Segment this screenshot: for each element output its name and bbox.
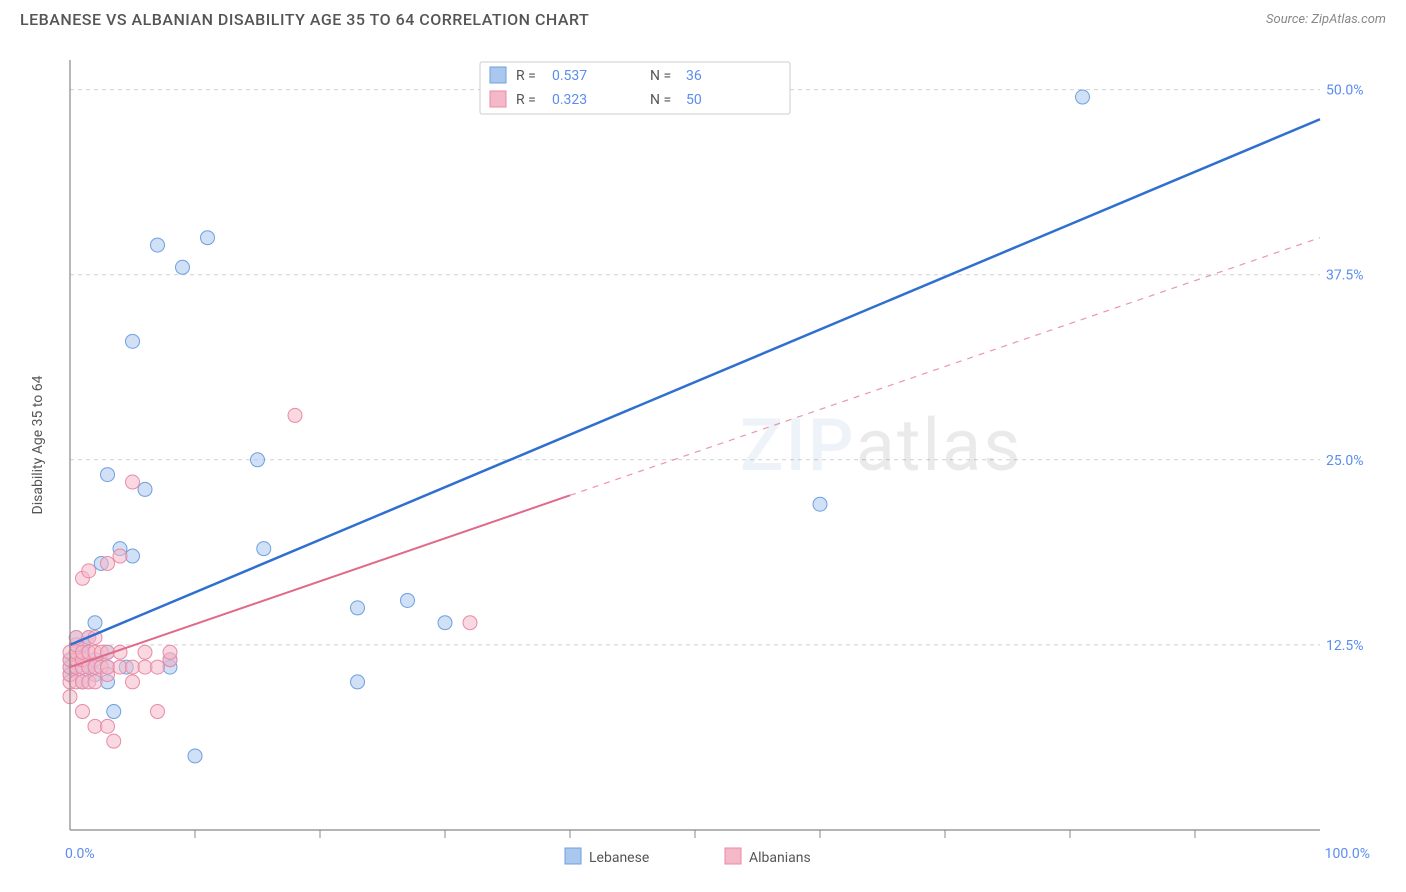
svg-text:0.537: 0.537 <box>552 68 587 84</box>
svg-text:Albanians: Albanians <box>749 850 811 866</box>
svg-text:100.0%: 100.0% <box>1325 846 1370 862</box>
chart-source: Source: ZipAtlas.com <box>1266 12 1386 27</box>
svg-text:0.323: 0.323 <box>552 92 587 108</box>
chart-title: LEBANESE VS ALBANIAN DISABILITY AGE 35 T… <box>20 10 589 29</box>
svg-text:Lebanese: Lebanese <box>589 850 649 866</box>
svg-text:0.0%: 0.0% <box>65 846 95 862</box>
svg-text:R =: R = <box>516 92 536 108</box>
svg-text:36: 36 <box>686 68 702 84</box>
svg-text:N =: N = <box>650 68 671 84</box>
svg-text:50: 50 <box>686 92 702 108</box>
svg-text:37.5%: 37.5% <box>1326 268 1364 284</box>
svg-text:ZIPatlas: ZIPatlas <box>740 403 1022 488</box>
svg-text:N =: N = <box>650 92 671 108</box>
scatter-chart-svg: 12.5% 25.0% 37.5% 50.0% ZIPatlas 0.0% 100.0% Di… <box>20 40 1386 882</box>
chart-area: 12.5% 25.0% 37.5% 50.0% ZIPatlas 0.0% 100.0% Di… <box>20 40 1386 882</box>
svg-text:12.5%: 12.5% <box>1326 638 1364 654</box>
svg-text:R =: R = <box>516 68 536 84</box>
svg-text:25.0%: 25.0% <box>1326 453 1364 469</box>
svg-text:Disability Age 35 to 64: Disability Age 35 to 64 <box>30 375 46 514</box>
svg-text:50.0%: 50.0% <box>1326 83 1364 99</box>
chart-header: LEBANESE VS ALBANIAN DISABILITY AGE 35 T… <box>0 0 1406 33</box>
